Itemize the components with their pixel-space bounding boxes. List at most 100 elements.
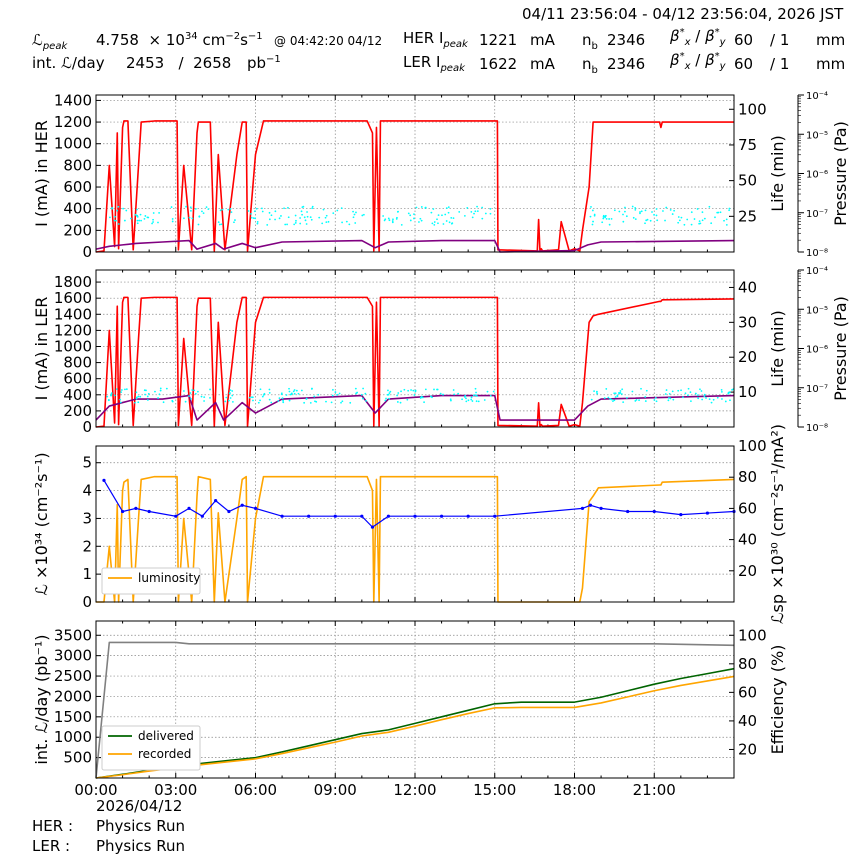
pressure-point: [228, 392, 231, 395]
pressure-point: [603, 397, 606, 399]
y-tick-label: 200: [63, 402, 92, 420]
pressure-point: [341, 400, 344, 403]
pressure-point: [259, 388, 262, 391]
pressure-point: [382, 215, 385, 217]
pressure-point: [710, 401, 713, 404]
pressure-point: [294, 222, 297, 224]
pressure-point: [190, 209, 192, 212]
pressure-point: [147, 216, 150, 219]
pressure-point: [614, 396, 617, 398]
pressure-point: [302, 205, 305, 208]
pressure-point: [106, 395, 109, 398]
pressure-point: [476, 205, 478, 208]
pressure-point: [391, 221, 394, 224]
ler-peak-label: LER Ipeak: [403, 53, 465, 74]
pressure-point: [139, 213, 142, 216]
pressure-point: [671, 390, 674, 393]
pressure-point: [433, 221, 436, 223]
pressure-point: [117, 223, 120, 225]
pressure-point: [229, 397, 232, 399]
pressure-point: [591, 209, 594, 212]
pressure-tick-label: 10⁻⁸: [806, 423, 828, 434]
her-peak-label: HER Ipeak: [403, 29, 468, 50]
y-tick-label: 2500: [54, 667, 92, 685]
pressure-point: [341, 221, 343, 224]
pressure-point: [183, 217, 185, 220]
lum-peak-time: @ 04:42:20 04/12: [274, 34, 383, 48]
pressure-point: [144, 393, 146, 396]
pressure-point: [158, 212, 160, 214]
pressure-point: [256, 222, 259, 225]
pressure-tick-label: 10⁻⁷: [806, 209, 828, 220]
y2-tick-label: 60: [738, 499, 757, 517]
current-line: [95, 296, 735, 428]
pressure-point: [231, 400, 234, 403]
pressure-point: [137, 395, 140, 398]
pressure-point: [664, 219, 666, 222]
pressure-point: [125, 388, 128, 391]
pressure-point: [362, 387, 365, 390]
pressure-point: [354, 222, 357, 224]
y-axis-label: int. ℒ/day (pb⁻¹): [32, 634, 51, 764]
pressure-point: [274, 218, 276, 221]
pressure-point: [388, 219, 391, 222]
pressure-point: [618, 210, 621, 213]
pressure-point: [721, 398, 723, 400]
pressure-point: [444, 213, 447, 216]
pressure-point: [608, 218, 611, 220]
pressure-point: [450, 216, 453, 219]
pressure-point: [285, 394, 288, 396]
pressure-point: [418, 221, 420, 223]
pressure-point: [690, 400, 692, 403]
pressure-point: [470, 396, 473, 399]
x-tick-label: 21:00: [633, 781, 676, 799]
y-tick-label: 1000: [54, 337, 92, 355]
pressure-point: [610, 217, 613, 220]
pressure-point: [436, 388, 438, 391]
pressure-point: [640, 210, 643, 213]
pressure-point: [270, 401, 273, 404]
pressure-point: [445, 220, 448, 222]
int-lum-unit: pb−1: [247, 54, 281, 72]
pressure-point: [388, 397, 391, 400]
pressure-point: [280, 392, 283, 395]
y-tick-label: 0: [82, 593, 92, 611]
specific-line: [103, 480, 735, 528]
pressure-point: [306, 211, 308, 213]
pressure-point: [703, 217, 706, 220]
y-tick-label: 0: [82, 418, 92, 436]
pressure-point: [699, 388, 701, 391]
pressure-point: [467, 399, 470, 402]
pressure-point: [396, 401, 399, 403]
pressure-point: [644, 222, 646, 225]
pressure-point: [668, 397, 670, 399]
pressure-point: [409, 214, 412, 217]
pressure-point: [334, 391, 337, 393]
pressure-point: [201, 210, 203, 213]
pressure-point: [171, 218, 174, 220]
panel-frame: [95, 445, 735, 603]
y2-axis-label: ℒsp ×10³⁰ (cm⁻²s⁻¹/mA²): [768, 424, 787, 624]
pressure-point: [364, 392, 367, 395]
pressure-point: [613, 209, 616, 212]
pressure-point: [605, 217, 608, 220]
pressure-point: [613, 392, 616, 395]
pressure-point: [266, 224, 269, 226]
pressure-point: [189, 392, 192, 394]
pressure-tick-label: 10⁻⁶: [806, 170, 828, 181]
pressure-point: [231, 394, 234, 397]
pressure-point: [330, 401, 333, 404]
pressure-point: [233, 221, 235, 224]
pressure-point: [303, 401, 306, 404]
pressure-point: [699, 222, 702, 225]
efficiency-line: [95, 641, 735, 779]
pressure-point: [191, 217, 194, 220]
pressure-point: [119, 398, 122, 401]
legend-box: [101, 725, 201, 771]
pressure-point: [617, 392, 620, 394]
y-tick-label: 1000: [54, 135, 92, 153]
pressure-point: [111, 206, 114, 209]
pressure-point: [609, 397, 612, 400]
panel-frame: [95, 620, 735, 779]
pressure-point: [385, 397, 387, 400]
